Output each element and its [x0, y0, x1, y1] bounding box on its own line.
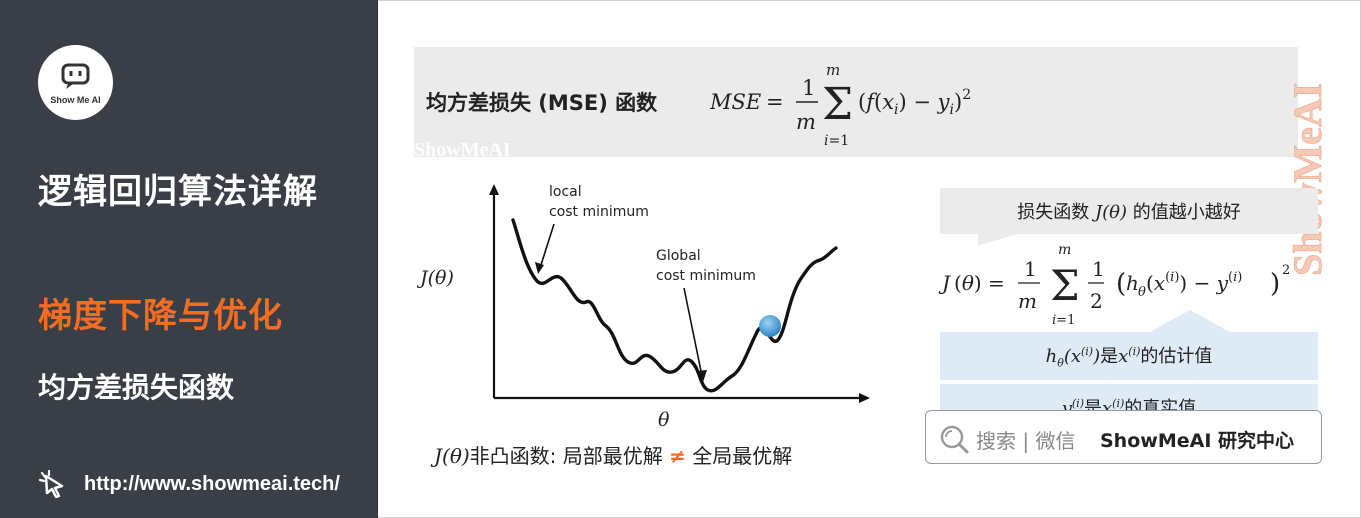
local-min-arrowhead-icon: [535, 262, 544, 274]
y-axis-arrow-icon: [489, 184, 499, 195]
chart-caption-text: 非凸函数: 局部最优解: [469, 444, 663, 468]
watermark-text: ShowMeAI: [414, 139, 511, 161]
search-brand: ShowMeAI 研究中心: [1100, 430, 1294, 452]
not-equal-symbol: ≠: [669, 444, 686, 468]
watermark-vertical-text: ShowMeAI: [1287, 83, 1330, 276]
svg-text:h: h: [1126, 271, 1139, 295]
svg-text:i=1: i=1: [1052, 313, 1075, 328]
svg-text:=: =: [766, 90, 784, 114]
x-axis-label: θ: [658, 409, 670, 431]
estimate-mid: 是: [1100, 346, 1119, 367]
ball-icon: [759, 315, 781, 337]
section-title: 梯度下降与优化: [38, 296, 283, 336]
svg-text:m: m: [796, 110, 816, 134]
global-min-label-2: cost minimum: [656, 268, 756, 284]
svg-text:2: 2: [1282, 263, 1290, 278]
estimate-end: 的估计值: [1140, 346, 1213, 367]
bubble-suffix: 的值越小越好: [1132, 202, 1241, 223]
box-tail: [1150, 310, 1230, 332]
svg-text:(x(i)) − y(i): (x(i)) − y(i): [1146, 270, 1242, 295]
local-min-label-2: cost minimum: [549, 204, 649, 220]
svg-text:MSE: MSE: [710, 90, 761, 114]
page-title: 逻辑回归算法详解: [38, 172, 318, 212]
logo-text: Show Me AI: [50, 95, 101, 105]
bubble-symbol: J(θ): [1094, 202, 1128, 223]
website-link[interactable]: http://www.showmeai.tech/: [84, 473, 340, 495]
local-min-label-1: local: [549, 184, 582, 200]
speech-bubble: 损失函数 J(θ) 的值越小越好: [940, 188, 1318, 234]
svg-text:1: 1: [1024, 257, 1037, 281]
global-min-label-1: Global: [656, 248, 701, 264]
svg-text:J: J: [938, 271, 951, 295]
mse-label: 均方差损失 (MSE) 函数: [426, 91, 658, 115]
wechat-search-box[interactable]: 搜索 | 微信 ShowMeAI 研究中心: [925, 410, 1322, 464]
estimate-text: hθ(x(i))是x(i)的估计值: [1045, 345, 1213, 370]
svg-text:Σ: Σ: [1050, 261, 1080, 310]
chart-caption: J(θ)非凸函数: 局部最优解 ≠ 全局最优解: [434, 440, 792, 469]
search-icon: [940, 425, 969, 454]
search-label: 搜索 | 微信: [976, 429, 1076, 453]
svg-text:1: 1: [1092, 257, 1105, 281]
svg-text:1: 1: [802, 76, 815, 100]
svg-text:(f(xi) − yi)2: (f(xi) − yi)2: [858, 87, 971, 118]
bubble-tail: [978, 232, 1024, 246]
x-axis-arrow-icon: [859, 393, 870, 403]
svg-text:θ: θ: [1138, 285, 1146, 300]
chart-caption-end: 全局最优解: [692, 444, 793, 468]
robot-logo-icon: [61, 63, 90, 89]
subsection-title: 均方差损失函数: [38, 371, 235, 404]
sidebar: Show Me AI 逻辑回归算法详解 梯度下降与优化 均方差损失函数 http…: [0, 0, 378, 518]
chart-caption-symbol: J(θ): [434, 444, 470, 468]
svg-text:Σ: Σ: [822, 79, 853, 130]
mse-formula: MSE = 1 m m Σ i=1 (f(xi) − yi)2: [710, 61, 971, 149]
local-min-arrow: [539, 223, 555, 269]
global-min-arrow: [683, 287, 703, 377]
svg-text:(θ) =: (θ) =: [954, 271, 1005, 295]
cursor-click-icon: [38, 469, 64, 499]
svg-text:m: m: [1018, 289, 1037, 313]
svg-text:i=1: i=1: [824, 133, 849, 149]
svg-text:2: 2: [1090, 289, 1103, 313]
global-min-arrowhead-icon: [697, 370, 707, 382]
showmeai-watermark: ShowMeAI: [1287, 82, 1330, 276]
cost-formula: J (θ) = 1 m m Σ i=1 1 2 ( h θ (x(i)) − y…: [938, 242, 1290, 328]
bubble-text: 损失函数 J(θ) 的值越小越好: [940, 198, 1318, 224]
svg-text:m: m: [826, 61, 840, 79]
cost-function-chart: local cost minimum Global cost minimum J…: [416, 184, 870, 431]
svg-text:): ): [1270, 269, 1280, 299]
estimate-box: hθ(x(i))是x(i)的估计值: [940, 332, 1318, 380]
cost-curve: [511, 218, 838, 393]
logo: Show Me AI: [38, 45, 113, 120]
mse-banner: 均方差损失 (MSE) 函数 MSE = 1 m m Σ i=1 (f(xi) …: [414, 47, 1298, 161]
y-axis-label: J(θ): [416, 267, 454, 289]
svg-text:(: (: [1116, 269, 1126, 299]
bubble-prefix: 损失函数: [1017, 202, 1090, 223]
svg-text:m: m: [1058, 242, 1071, 258]
